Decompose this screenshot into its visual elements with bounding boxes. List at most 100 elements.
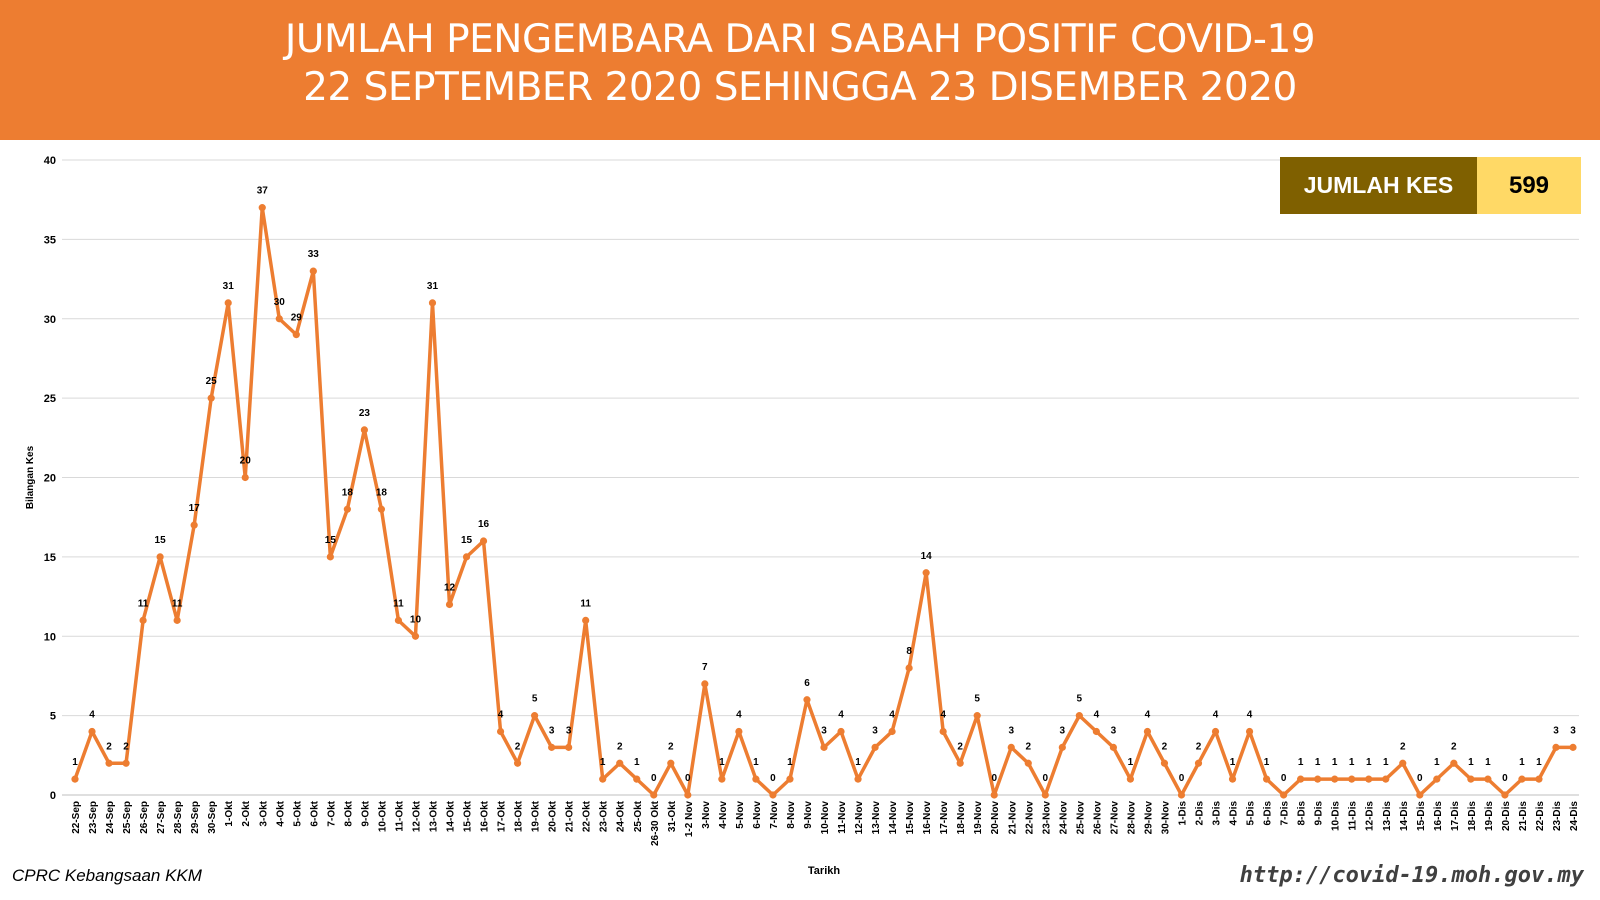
x-tick-label: 8-Nov (786, 801, 797, 829)
data-label: 1 (1298, 757, 1304, 768)
data-label: 0 (1043, 773, 1049, 784)
data-label: 1 (1230, 757, 1236, 768)
data-point (684, 791, 692, 799)
data-point (1348, 775, 1356, 783)
data-label: 5 (532, 694, 538, 705)
data-point (173, 616, 181, 624)
data-point (990, 791, 998, 799)
x-tick-label: 4-Okt (275, 800, 286, 826)
x-tick-label: 25-Sep (122, 801, 133, 834)
x-tick-label: 26-Nov (1092, 801, 1103, 835)
data-point (258, 204, 266, 212)
chart-title: JUMLAH PENGEMBARA DARI SABAH POSITIF COV… (284, 17, 1316, 62)
data-label: 2 (668, 741, 674, 752)
data-point (1297, 775, 1305, 783)
data-point (360, 426, 368, 434)
data-label: 1 (72, 757, 78, 768)
data-point (854, 775, 862, 783)
x-tick-label: 21-Dis (1518, 801, 1529, 831)
x-tick-label: 5-Okt (292, 800, 303, 826)
data-point (888, 727, 896, 736)
data-point (1484, 775, 1492, 783)
x-tick-label: 26-Sep (139, 801, 150, 834)
data-label: 14 (921, 551, 933, 562)
data-label: 1 (1383, 757, 1389, 768)
data-point (1535, 775, 1543, 783)
data-label: 1 (600, 757, 606, 768)
series-line (73, 205, 1573, 797)
data-label: 29 (291, 313, 303, 324)
data-label: 1 (719, 757, 725, 768)
x-tick-label: 11-Nov (837, 801, 848, 834)
x-tick-label: 5-Nov (735, 801, 746, 829)
data-point (1245, 727, 1254, 736)
data-point (718, 775, 726, 783)
data-label: 11 (172, 598, 183, 609)
data-label: 1 (1128, 757, 1134, 768)
data-point (599, 775, 607, 783)
x-tick-label: 14-Dis (1399, 801, 1410, 831)
data-point (1433, 775, 1441, 783)
data-point (820, 743, 828, 751)
x-tick-label: 22-Nov (1024, 801, 1035, 835)
data-label: 1 (1485, 757, 1491, 768)
x-tick-label: 1-Okt (224, 800, 235, 826)
data-label: 5 (1077, 694, 1083, 705)
data-label: 4 (940, 710, 946, 721)
data-point (1467, 775, 1475, 783)
x-tick-label: 16-Dis (1433, 801, 1444, 831)
x-tick-label: 25-Nov (1075, 801, 1086, 835)
x-tick-label: 13-Dis (1382, 801, 1393, 831)
data-point (956, 759, 964, 767)
data-point (309, 267, 317, 275)
x-tick-label: 18-Nov (956, 801, 967, 835)
data-label: 3 (1060, 725, 1066, 736)
x-tick-label: 7-Dis (1280, 801, 1291, 826)
data-label: 6 (804, 678, 810, 689)
x-tick-label: 29-Nov (1143, 801, 1154, 835)
y-tick-label: 40 (44, 155, 56, 167)
y-tick-label: 20 (44, 473, 56, 485)
data-point (1450, 759, 1458, 767)
data-label: 3 (1008, 725, 1014, 736)
x-tick-label: 6-Nov (752, 801, 763, 829)
x-tick-label: 24-Dis (1569, 801, 1580, 831)
x-tick-label: 6-Okt (309, 800, 320, 826)
x-tick-label: 25-Okt (633, 800, 644, 832)
data-point (1365, 775, 1373, 783)
data-label: 11 (580, 598, 591, 609)
data-point (1569, 743, 1577, 751)
x-tick-label: 15-Nov (905, 801, 916, 835)
x-tick-label: 3-Nov (701, 801, 712, 829)
x-tick-label: 29-Sep (190, 801, 201, 834)
total-cases-value: 599 (1477, 157, 1581, 214)
x-tick-label: 21-Okt (565, 800, 576, 832)
x-tick-label: 18-Dis (1467, 801, 1478, 831)
data-label: 3 (549, 725, 555, 736)
data-point (445, 600, 454, 609)
data-point (139, 616, 147, 624)
data-point (769, 791, 777, 799)
data-point (122, 759, 130, 767)
total-cases-label: JUMLAH KES (1280, 157, 1477, 214)
x-tick-label: 22-Okt (582, 800, 593, 832)
data-point (71, 775, 79, 783)
data-label: 15 (461, 535, 473, 546)
data-point (1126, 775, 1135, 783)
data-label: 2 (1162, 741, 1168, 752)
data-point (1075, 712, 1083, 720)
data-point (88, 727, 96, 736)
x-tick-label: 27-Nov (1109, 801, 1120, 835)
x-tick-label: 4-Dis (1229, 801, 1240, 826)
data-label: 4 (89, 710, 95, 721)
data-point (394, 616, 403, 624)
x-tick-label: 30-Sep (207, 801, 218, 834)
data-point (1177, 791, 1186, 799)
data-point (871, 743, 879, 751)
data-point (156, 553, 164, 561)
data-point (973, 712, 981, 720)
x-tick-label: 17-Nov (939, 801, 950, 835)
data-label: 1 (1332, 757, 1338, 768)
x-tick-label: 18-Okt (514, 800, 525, 832)
data-point (905, 664, 913, 672)
